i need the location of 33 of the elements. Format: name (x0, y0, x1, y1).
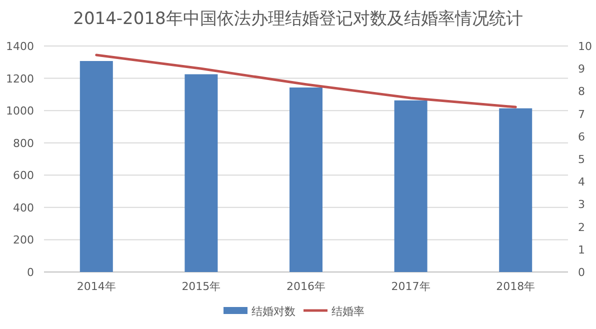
chart-title: 2014-2018年中国依法办理结婚登记对数及结婚率情况统计 (73, 9, 523, 29)
y2-tick-label: 5 (578, 153, 585, 166)
legend-label: 结婚对数 (252, 305, 296, 318)
y2-tick-label: 10 (578, 40, 592, 53)
bar (184, 74, 218, 272)
y-tick-label: 800 (13, 136, 34, 150)
bar (394, 100, 428, 272)
x-tick-label: 2018年 (496, 280, 536, 293)
line-series (95, 54, 517, 108)
y-tick-label: 200 (13, 234, 34, 247)
x-tick-label: 2017年 (391, 280, 430, 293)
y2-tick-label: 1 (578, 243, 585, 256)
y2-tick-label: 8 (578, 85, 585, 98)
y-tick-label: 1000 (6, 104, 34, 118)
y-tick-label: 400 (13, 201, 34, 214)
y-tick-label: 600 (13, 169, 34, 182)
legend-label: 结婚率 (332, 305, 364, 318)
y-tick-label: 0 (27, 266, 34, 279)
y-tick-label: 1200 (6, 72, 34, 86)
y2-tick-label: 7 (578, 108, 585, 121)
x-tick-label: 2015年 (182, 280, 221, 293)
x-tick-label: 2016年 (286, 280, 326, 293)
y2-tick-label: 6 (578, 130, 585, 144)
y2-tick-label: 3 (578, 198, 585, 212)
y2-tick-label: 0 (578, 266, 585, 279)
bar (80, 61, 113, 272)
x-tick-label: 2014年 (76, 280, 116, 293)
bar (290, 87, 322, 272)
bar (499, 108, 532, 272)
y-tick-label: 1400 (6, 40, 34, 53)
y2-tick-label: 2 (578, 220, 585, 234)
y2-tick-label: 9 (578, 62, 585, 76)
y2-tick-label: 4 (578, 176, 585, 189)
